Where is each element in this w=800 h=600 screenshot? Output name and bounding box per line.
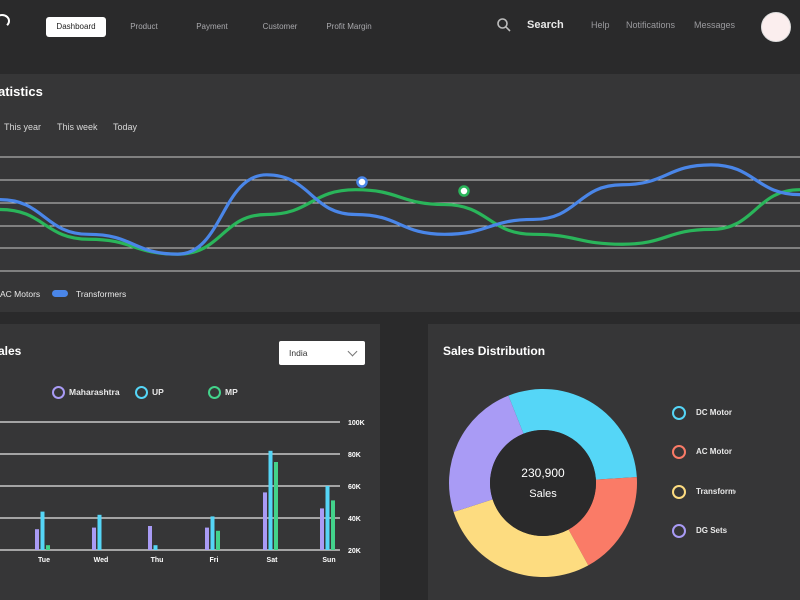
bar-maharashtra-fri[interactable]: [205, 527, 209, 550]
nav-messages[interactable]: Messages: [694, 20, 736, 30]
sales-bar-chart: 100K 80K 60K 40K 20K Tue Wed Thu Fri Sat Sun: [0, 420, 365, 564]
x-tick-label: Fri: [210, 557, 219, 564]
x-tick-label: Thu: [151, 557, 164, 564]
sales-panel: [0, 324, 380, 600]
donut-hole: [490, 430, 596, 536]
legend-up-dot: [135, 386, 148, 399]
nav-product[interactable]: Product: [130, 22, 158, 31]
nav-dashboard[interactable]: Dashboard: [46, 17, 106, 37]
legend-mp: MP: [225, 387, 238, 397]
bar-mp-sat[interactable]: [274, 462, 278, 550]
bar-mp-fri[interactable]: [216, 530, 220, 550]
total-sales-caption: Sales: [529, 488, 557, 500]
search-icon[interactable]: [497, 18, 511, 32]
legend-up: UP: [152, 387, 164, 397]
avatar[interactable]: [761, 12, 791, 42]
bar-maharashtra-tue[interactable]: [35, 529, 39, 550]
filter-this-year[interactable]: This year: [4, 122, 42, 132]
y-tick-label: 20K: [348, 548, 361, 555]
legend-dg-sets: DG Sets: [696, 526, 728, 535]
slice-dc-motor[interactable]: [508, 389, 637, 480]
bar-maharashtra-wed[interactable]: [92, 527, 96, 550]
bar-up-tue[interactable]: [40, 511, 45, 550]
bar-mp-sun[interactable]: [331, 500, 335, 550]
statistics-title: atistics: [0, 84, 43, 99]
filter-today[interactable]: Today: [113, 122, 138, 132]
x-tick-label: Tue: [38, 557, 50, 564]
bar-up-thu[interactable]: [153, 545, 158, 550]
data-point-marker[interactable]: [458, 185, 470, 197]
nav-help[interactable]: Help: [591, 20, 610, 30]
bar-maharashtra-thu[interactable]: [148, 526, 152, 550]
search-button[interactable]: Search: [527, 19, 564, 31]
legend-mp-dot: [208, 386, 221, 399]
filter-this-week[interactable]: This week: [57, 122, 98, 132]
legend-dc-motor-dot: [672, 406, 686, 420]
legend-transformers: Transformers: [76, 289, 127, 299]
nav-customer[interactable]: Customer: [262, 22, 298, 31]
legend-transformer-dot: [672, 485, 686, 499]
slice-transformer[interactable]: [453, 499, 589, 577]
series-line-transformers: [0, 163, 800, 256]
legend-maharashtra: Maharashtra: [69, 387, 120, 397]
chevron-down-icon: [347, 346, 358, 357]
y-tick-label: 100K: [348, 420, 365, 427]
bar-up-wed[interactable]: [97, 514, 102, 550]
slice-ac-motor[interactable]: [568, 477, 637, 566]
bar-up-fri[interactable]: [210, 516, 215, 550]
bar-maharashtra-sun[interactable]: [320, 508, 324, 550]
bar-up-sun[interactable]: [325, 486, 330, 550]
top-navigation: Dashboard Product Payment Customer Profi…: [0, 0, 800, 54]
logo-icon[interactable]: [0, 14, 10, 28]
bar-mp-tue[interactable]: [46, 545, 50, 550]
legend-dg-sets-dot: [672, 524, 686, 538]
legend-dc-motor: DC Motor: [696, 408, 732, 417]
country-dropdown[interactable]: India: [279, 341, 365, 365]
dropdown-selected-value: India: [289, 348, 308, 358]
x-tick-label: Sun: [322, 557, 335, 564]
total-sales-value: 230,900: [521, 466, 565, 480]
nav-notifications[interactable]: Notifications: [626, 20, 676, 30]
x-tick-label: Sat: [267, 557, 279, 564]
bar-maharashtra-sat[interactable]: [263, 492, 267, 550]
nav-payment[interactable]: Payment: [196, 22, 228, 31]
sales-distribution-donut: [449, 389, 637, 577]
legend-transformers-swatch: [52, 290, 68, 297]
legend-ac-motor: AC Motor: [696, 447, 732, 456]
data-point-marker[interactable]: [356, 176, 368, 188]
legend-ac-motor-dot: [672, 445, 686, 459]
legend-transformer: Transformer: [696, 487, 736, 496]
sales-title: ales: [0, 344, 22, 358]
series-line-ac-motors: [0, 188, 800, 256]
y-tick-label: 60K: [348, 484, 361, 491]
bar-up-sat[interactable]: [268, 450, 273, 550]
nav-profit-margin[interactable]: Profit Margin: [326, 22, 372, 31]
legend-maharashtra-dot: [52, 386, 65, 399]
y-tick-label: 80K: [348, 452, 361, 459]
legend-ac-motors: AC Motors: [0, 289, 41, 299]
y-tick-label: 40K: [348, 516, 361, 523]
x-tick-label: Wed: [94, 557, 109, 564]
sales-distribution-title: Sales Distribution: [443, 344, 546, 358]
statistics-line-chart: [0, 156, 800, 272]
statistics-panel: [0, 74, 800, 312]
slice-dg-sets[interactable]: [449, 395, 524, 513]
